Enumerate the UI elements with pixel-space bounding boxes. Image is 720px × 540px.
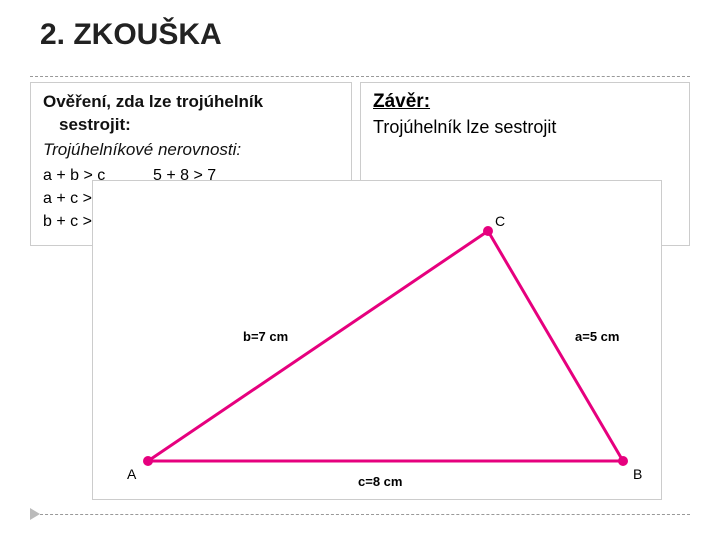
chevron-icon [30, 508, 40, 520]
vertex-label-a: A [127, 466, 136, 482]
side-label-b: b=7 cm [243, 329, 288, 344]
side-label-a: a=5 cm [575, 329, 619, 344]
conclusion-title: Závěr: [373, 91, 677, 113]
divider-top [30, 76, 690, 77]
vertex-label-b: B [633, 466, 642, 482]
side-label-c: c=8 cm [358, 474, 402, 489]
verify-line3: Trojúhelníkové nerovnosti: [43, 139, 339, 162]
verify-line1: Ověření, zda lze trojúhelník [43, 91, 339, 114]
triangle-figure: A B C b=7 cm a=5 cm c=8 cm [92, 180, 662, 500]
verify-line2: sestrojit: [59, 114, 339, 137]
page-title: 2. ZKOUŠKA [40, 18, 690, 52]
conclusion-text: Trojúhelník lze sestrojit [373, 117, 677, 138]
divider-bottom [30, 514, 690, 515]
slide: 2. ZKOUŠKA Ověření, zda lze trojúhelník … [0, 0, 720, 540]
vertex-label-c: C [495, 213, 505, 229]
